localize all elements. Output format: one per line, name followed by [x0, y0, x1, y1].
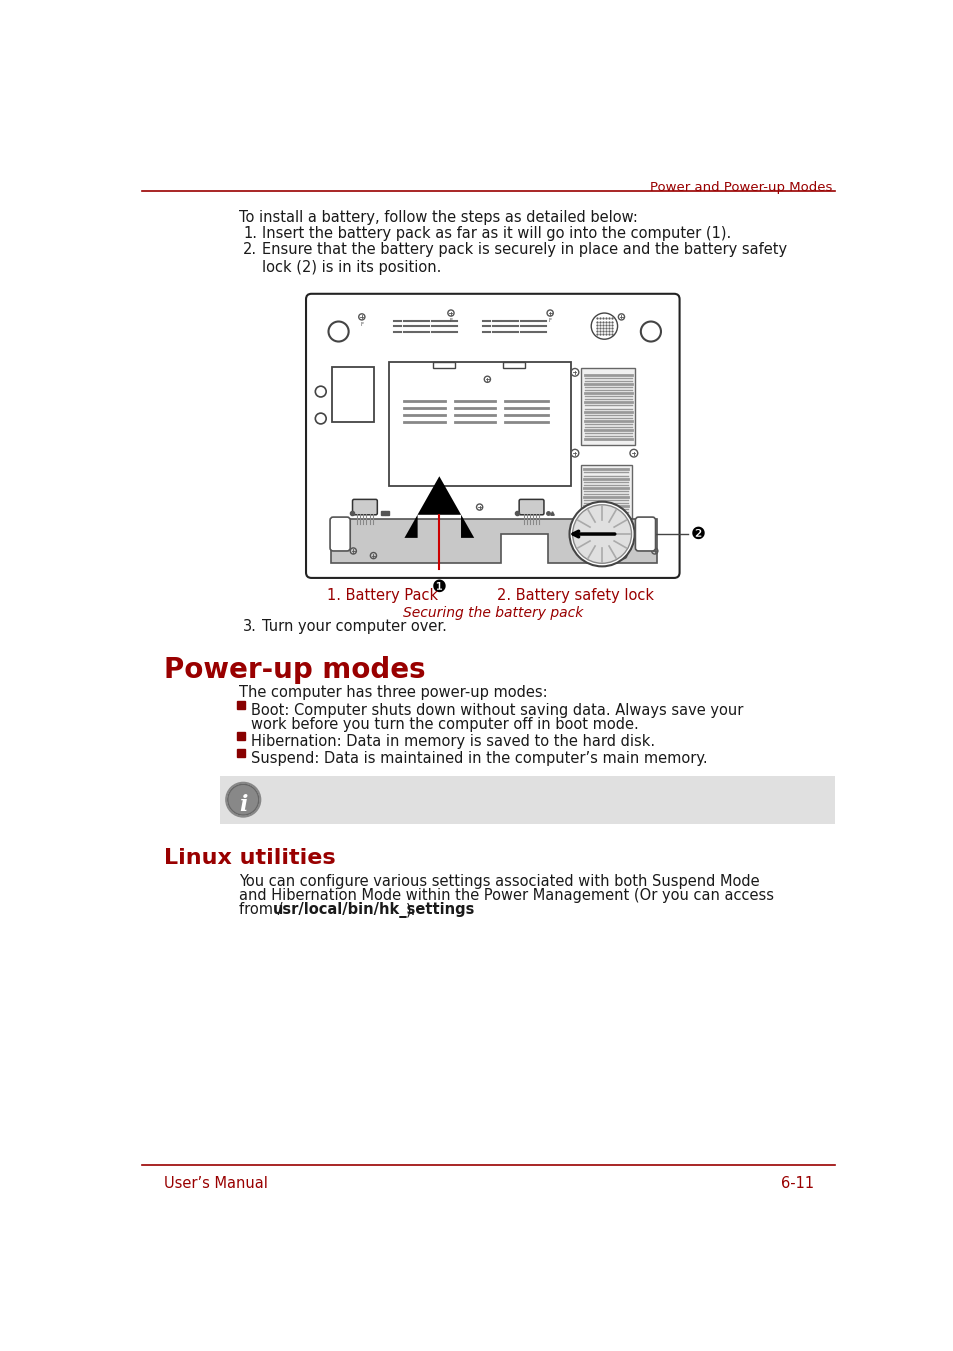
Text: F: F — [360, 322, 363, 327]
Text: Securing the battery pack: Securing the battery pack — [402, 607, 582, 620]
FancyBboxPatch shape — [306, 293, 679, 578]
Text: from /: from / — [239, 902, 283, 917]
Bar — [502, 362, 524, 369]
Bar — [580, 465, 631, 523]
Text: Turn your computer over.: Turn your computer over. — [261, 619, 446, 634]
Bar — [236, 748, 245, 757]
Circle shape — [569, 501, 634, 566]
Text: ❷: ❷ — [691, 526, 705, 543]
Polygon shape — [404, 477, 474, 538]
FancyBboxPatch shape — [330, 517, 350, 551]
Bar — [433, 362, 455, 369]
Text: 3.: 3. — [243, 619, 257, 634]
Text: ❶: ❶ — [432, 578, 446, 596]
Text: To install a battery, follow the steps as detailed below:: To install a battery, follow the steps a… — [239, 209, 638, 224]
FancyBboxPatch shape — [353, 500, 377, 515]
Polygon shape — [331, 519, 657, 563]
Circle shape — [226, 782, 260, 816]
Bar — [220, 775, 835, 824]
Bar — [236, 732, 245, 739]
Text: User’s Manual: User’s Manual — [164, 1177, 268, 1192]
Circle shape — [572, 505, 631, 563]
Bar — [332, 367, 374, 423]
Text: Started.: Started. — [266, 798, 322, 813]
Text: Getting: Getting — [696, 785, 747, 798]
Text: i: i — [239, 794, 247, 816]
Text: Power and Power-up Modes: Power and Power-up Modes — [649, 181, 831, 195]
FancyBboxPatch shape — [635, 517, 655, 551]
Text: Refer also to the section Turning off the power in Chapter 3,: Refer also to the section Turning off th… — [266, 785, 687, 798]
Text: 2.: 2. — [243, 242, 257, 257]
Text: ).: ). — [406, 902, 416, 917]
Text: Insert the battery pack as far as it will go into the computer (1).: Insert the battery pack as far as it wil… — [261, 226, 730, 240]
Text: Linux utilities: Linux utilities — [164, 848, 335, 869]
Text: You can configure various settings associated with both Suspend Mode: You can configure various settings assoc… — [239, 874, 760, 889]
Text: Hibernation: Data in memory is saved to the hard disk.: Hibernation: Data in memory is saved to … — [251, 734, 655, 750]
Bar — [580, 369, 635, 446]
Text: usr/local/bin/hk_settings: usr/local/bin/hk_settings — [273, 902, 475, 919]
Text: 2. Battery safety lock: 2. Battery safety lock — [497, 588, 654, 603]
Text: Power-up modes: Power-up modes — [164, 655, 425, 684]
Text: F: F — [548, 317, 551, 323]
Text: The computer has three power-up modes:: The computer has three power-up modes: — [239, 685, 547, 700]
Bar — [389, 362, 571, 485]
FancyBboxPatch shape — [518, 500, 543, 515]
Text: F: F — [449, 317, 452, 323]
Text: work before you turn the computer off in boot mode.: work before you turn the computer off in… — [251, 716, 639, 731]
Text: 1. Battery Pack: 1. Battery Pack — [327, 588, 437, 603]
Text: Suspend: Data is maintained in the computer’s main memory.: Suspend: Data is maintained in the compu… — [251, 751, 707, 766]
Bar — [236, 701, 245, 709]
Circle shape — [228, 785, 258, 815]
Text: 1.: 1. — [243, 226, 257, 240]
Text: Boot: Computer shuts down without saving data. Always save your: Boot: Computer shuts down without saving… — [251, 704, 742, 719]
Text: and Hibernation Mode within the Power Management (Or you can access: and Hibernation Mode within the Power Ma… — [239, 888, 774, 904]
Text: 6-11: 6-11 — [780, 1177, 813, 1192]
Text: Ensure that the battery pack is securely in place and the battery safety
lock (2: Ensure that the battery pack is securely… — [261, 242, 786, 274]
